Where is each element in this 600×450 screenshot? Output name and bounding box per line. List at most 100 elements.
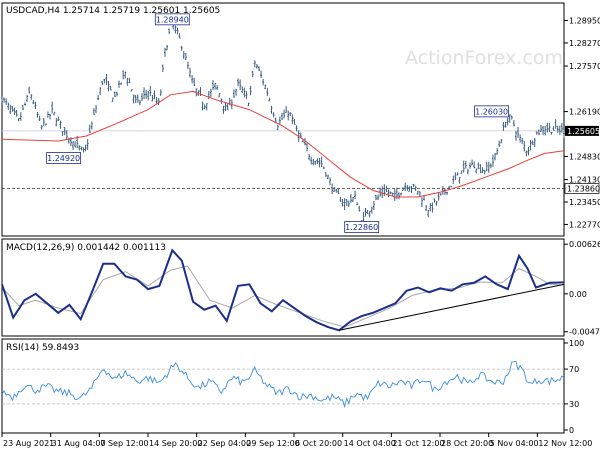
- price-bar: [124, 71, 127, 79]
- price-bar: [120, 82, 123, 85]
- price-bar: [500, 139, 503, 144]
- price-bar: [404, 182, 407, 191]
- price-bar: [333, 187, 336, 193]
- price-bar: [111, 97, 114, 103]
- x-tick-label: 7 Sep 12:00: [100, 439, 148, 448]
- price-bar: [95, 104, 98, 114]
- price-bar: [316, 158, 319, 165]
- macd-y-tick-label: 0.00: [569, 290, 587, 299]
- price-bar: [326, 174, 329, 179]
- price-bar: [109, 85, 112, 91]
- macd-y-tick-label: 0.006269: [569, 240, 600, 249]
- price-bar: [178, 33, 181, 39]
- price-bar: [425, 205, 428, 212]
- price-bar: [335, 188, 338, 193]
- price-bar: [26, 94, 29, 102]
- price-bar: [535, 131, 538, 135]
- price-bar: [255, 63, 258, 69]
- price-bar: [550, 131, 553, 135]
- price-bar: [224, 102, 227, 112]
- x-tick-label: 23 Aug 2021: [3, 439, 54, 448]
- price-bar: [318, 157, 321, 168]
- price-bar: [28, 86, 31, 94]
- price-bar: [456, 172, 459, 176]
- price-bar: [537, 129, 540, 136]
- price-bar: [283, 109, 286, 119]
- price-bar: [276, 124, 279, 131]
- price-bar: [103, 78, 106, 84]
- x-tick-label: 6 Oct 20:00: [295, 439, 342, 448]
- price-series: [1, 18, 565, 224]
- price-bar: [212, 80, 215, 91]
- price-bar: [464, 161, 467, 169]
- price-bar: [446, 191, 449, 196]
- price-bar: [354, 190, 357, 200]
- price-bar: [21, 105, 24, 111]
- price-bar: [366, 210, 369, 215]
- macd-main-line: [1, 248, 565, 332]
- rsi-y-tick-label: 30: [569, 400, 579, 409]
- price-bar: [264, 84, 267, 89]
- x-tick-label: 12 Nov 12:00: [538, 439, 592, 448]
- price-bar: [374, 194, 377, 201]
- price-bar: [262, 78, 265, 86]
- macd-panel: MACD(12,26,9) 0.001442 0.001113 0.006269…: [1, 238, 600, 337]
- price-bar: [510, 115, 513, 120]
- price-bar: [34, 101, 37, 110]
- price-annotation-box: [46, 152, 82, 164]
- price-bar: [140, 93, 143, 102]
- price-bar: [291, 114, 294, 124]
- price-annotation-box: [344, 221, 380, 233]
- price-bar: [232, 89, 235, 98]
- price-bar: [429, 203, 432, 212]
- price-bar: [278, 116, 281, 125]
- price-bar: [552, 126, 555, 131]
- price-bar: [97, 95, 100, 101]
- price-bar: [391, 192, 394, 197]
- price-bar: [523, 141, 526, 152]
- price-bar: [9, 104, 12, 115]
- price-bar: [63, 126, 66, 136]
- price-bar: [531, 140, 534, 146]
- price-bar: [145, 89, 148, 99]
- price-y-axis: 1.28950 1.28270 1.27570 1.26190 1.24830 1.241…: [564, 17, 600, 229]
- price-bar: [414, 185, 417, 191]
- price-bar: [151, 94, 154, 102]
- price-bar: [268, 97, 271, 102]
- price-bar: [216, 85, 219, 90]
- price-bar: [533, 137, 536, 147]
- price-bar: [5, 98, 8, 105]
- price-bar: [117, 80, 120, 88]
- price-bar: [163, 47, 166, 57]
- price-bar: [406, 184, 409, 191]
- price-bar: [51, 101, 54, 114]
- x-tick-label: 14 Oct 04:00: [344, 439, 396, 448]
- price-y-tick-label: 1.28270: [569, 39, 600, 48]
- price-bar: [349, 194, 352, 203]
- price-bar: [247, 102, 250, 107]
- price-y-tick-label: 1.23450: [569, 198, 600, 207]
- price-bar: [191, 75, 194, 84]
- rsi-y-axis: 100 70 30 0: [564, 339, 584, 435]
- price-title: USDCAD,H4 1.25714 1.25719 1.25601 1.2560…: [6, 6, 220, 16]
- price-bar: [189, 67, 192, 78]
- price-bar: [270, 105, 273, 114]
- price-bar: [61, 131, 64, 136]
- price-bar: [149, 86, 152, 97]
- price-bar: [214, 82, 217, 90]
- price-bar: [337, 188, 340, 195]
- price-bar: [243, 87, 246, 98]
- price-bar: [193, 77, 196, 87]
- price-bar: [30, 94, 33, 100]
- price-bar: [435, 201, 438, 206]
- price-bar: [452, 175, 455, 184]
- price-bar: [92, 108, 95, 116]
- macd-y-axis: 0.006269 0.00 -0.004785: [564, 240, 600, 337]
- price-bar: [130, 89, 133, 92]
- price-bar: [15, 109, 18, 117]
- price-bar: [358, 205, 361, 212]
- price-bar: [540, 124, 543, 132]
- price-bar: [506, 117, 509, 126]
- price-bar: [44, 123, 47, 126]
